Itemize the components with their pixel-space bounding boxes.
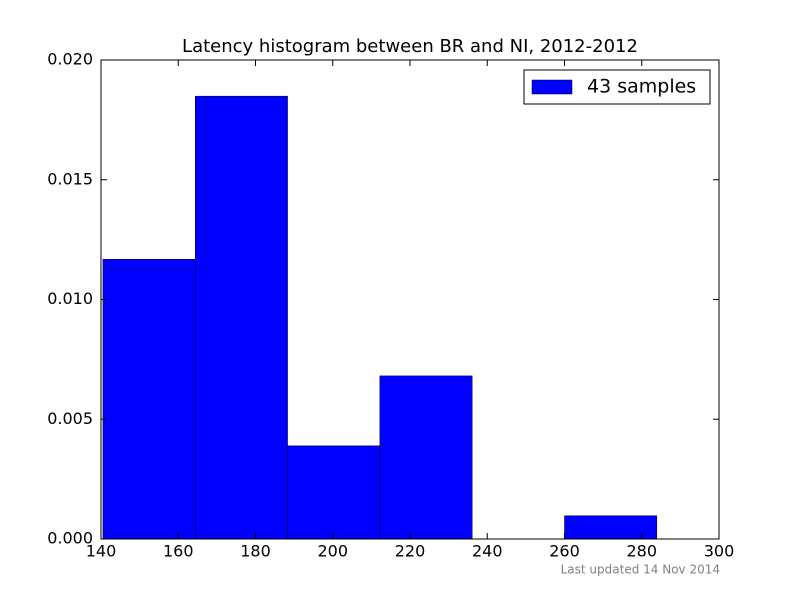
legend-swatch [531,79,573,95]
x-tick-label: 160 [163,542,194,561]
bar [379,375,473,540]
x-tick-label: 140 [86,542,117,561]
x-tick-label: 260 [549,542,580,561]
x-tick-label: 180 [240,542,271,561]
bar [194,95,288,540]
x-tick-label: 200 [317,542,348,561]
bar [564,515,658,540]
y-tick-label: 0.020 [47,50,93,69]
y-tick-label: 0.010 [47,289,93,308]
y-tick-label: 0.000 [47,529,93,548]
legend-label: 43 samples [587,76,696,98]
bar [102,259,196,540]
footnote: Last updated 14 Nov 2014 [561,563,720,577]
x-tick-label: 280 [626,542,657,561]
y-tick-label: 0.005 [47,409,93,428]
x-tick-label: 240 [472,542,503,561]
chart-title: Latency histogram between BR and NI, 201… [182,36,638,57]
y-tick-label: 0.015 [47,169,93,188]
bar [287,445,381,540]
x-tick-label: 300 [704,542,735,561]
x-tick-label: 220 [395,542,426,561]
